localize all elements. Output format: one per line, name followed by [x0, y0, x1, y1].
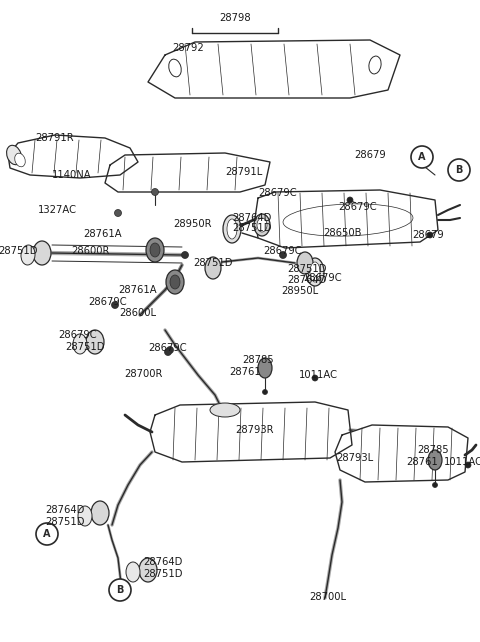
Text: 28751D: 28751D	[287, 264, 327, 274]
Polygon shape	[150, 402, 352, 462]
Text: 28950L: 28950L	[281, 286, 319, 296]
Ellipse shape	[7, 145, 22, 165]
Text: 28785: 28785	[242, 355, 274, 365]
Ellipse shape	[254, 214, 270, 236]
Text: 1011AC: 1011AC	[299, 370, 337, 380]
Text: 28600L: 28600L	[120, 308, 156, 318]
Ellipse shape	[150, 243, 160, 257]
Text: 28764D: 28764D	[144, 557, 183, 567]
Circle shape	[115, 209, 121, 216]
Ellipse shape	[170, 275, 180, 289]
Ellipse shape	[227, 219, 237, 239]
Circle shape	[263, 390, 267, 394]
Circle shape	[181, 252, 189, 259]
Text: 28751D: 28751D	[193, 258, 233, 268]
Text: 28679C: 28679C	[264, 246, 302, 256]
Circle shape	[116, 588, 124, 596]
Circle shape	[411, 146, 433, 168]
Text: 28950R: 28950R	[174, 219, 212, 229]
Text: A: A	[418, 152, 426, 162]
Circle shape	[36, 523, 58, 545]
Ellipse shape	[21, 245, 35, 265]
Text: 28600R: 28600R	[71, 246, 109, 256]
Ellipse shape	[306, 258, 324, 286]
Ellipse shape	[369, 56, 381, 74]
Text: 28791L: 28791L	[225, 167, 262, 177]
Circle shape	[152, 189, 158, 196]
Text: 28679C: 28679C	[304, 273, 342, 283]
Text: 28679C: 28679C	[339, 202, 377, 212]
Ellipse shape	[257, 218, 267, 232]
Ellipse shape	[73, 334, 87, 354]
Text: 28751D: 28751D	[65, 342, 105, 352]
Text: 28679C: 28679C	[149, 343, 187, 353]
Ellipse shape	[15, 153, 25, 167]
Text: 28751D: 28751D	[143, 569, 183, 579]
Circle shape	[279, 252, 287, 259]
Ellipse shape	[126, 562, 140, 582]
Text: 28700R: 28700R	[124, 369, 162, 379]
Ellipse shape	[33, 241, 51, 265]
Text: 28650B: 28650B	[323, 228, 361, 238]
Text: 28679C: 28679C	[59, 330, 97, 340]
Polygon shape	[105, 153, 270, 192]
Text: 28764D: 28764D	[232, 213, 272, 223]
Ellipse shape	[223, 215, 241, 243]
Ellipse shape	[428, 450, 442, 470]
Text: 28751D: 28751D	[45, 517, 85, 527]
Text: 28700L: 28700L	[310, 592, 347, 602]
Text: B: B	[456, 165, 463, 175]
Circle shape	[165, 349, 171, 356]
Text: 1140NA: 1140NA	[52, 170, 92, 180]
Text: 28679C: 28679C	[259, 188, 297, 198]
Ellipse shape	[86, 330, 104, 354]
Ellipse shape	[139, 558, 157, 582]
Text: 28798: 28798	[219, 13, 251, 23]
Circle shape	[432, 483, 437, 487]
Ellipse shape	[166, 270, 184, 294]
Text: 28792: 28792	[172, 43, 204, 53]
Polygon shape	[255, 190, 438, 248]
Ellipse shape	[297, 252, 313, 274]
Text: 28764D: 28764D	[288, 275, 327, 285]
Text: 28761A: 28761A	[119, 285, 157, 295]
Ellipse shape	[169, 59, 181, 77]
Text: 28764D: 28764D	[45, 505, 84, 515]
Ellipse shape	[210, 403, 240, 417]
Ellipse shape	[258, 358, 272, 378]
Polygon shape	[335, 425, 468, 482]
Ellipse shape	[146, 238, 164, 262]
Ellipse shape	[205, 257, 221, 279]
Text: B: B	[116, 585, 124, 595]
Circle shape	[448, 159, 470, 181]
Text: A: A	[43, 529, 51, 539]
Text: 28793R: 28793R	[236, 425, 274, 435]
Text: 28679: 28679	[354, 150, 386, 160]
Text: 28761: 28761	[229, 367, 261, 377]
Circle shape	[347, 197, 353, 203]
Ellipse shape	[310, 262, 320, 282]
Text: 28751D: 28751D	[232, 223, 272, 233]
Polygon shape	[148, 40, 400, 98]
Ellipse shape	[78, 506, 92, 526]
Polygon shape	[8, 135, 138, 178]
Text: 28791R: 28791R	[36, 133, 74, 143]
Text: 28679C: 28679C	[89, 297, 127, 307]
Text: 1327AC: 1327AC	[37, 205, 76, 215]
Text: 28761: 28761	[406, 457, 438, 467]
Text: 1011AC: 1011AC	[444, 457, 480, 467]
Circle shape	[167, 347, 173, 354]
Text: 28679: 28679	[412, 230, 444, 240]
Text: 28761A: 28761A	[84, 229, 122, 239]
Circle shape	[427, 232, 433, 238]
Circle shape	[465, 462, 471, 468]
Circle shape	[417, 160, 423, 166]
Text: 28751D: 28751D	[0, 246, 38, 256]
Circle shape	[109, 579, 131, 601]
Text: 28785: 28785	[417, 445, 449, 455]
Circle shape	[312, 375, 318, 381]
Ellipse shape	[91, 501, 109, 525]
Circle shape	[111, 302, 119, 309]
Text: 28793L: 28793L	[336, 453, 373, 463]
